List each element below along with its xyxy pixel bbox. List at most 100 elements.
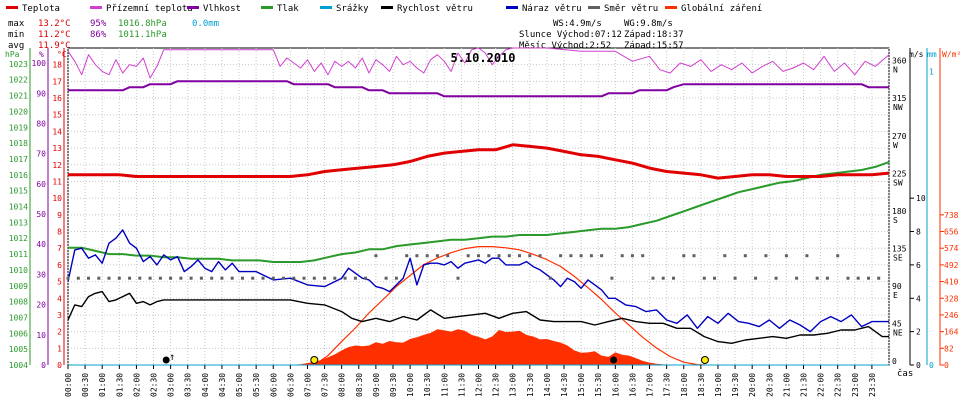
sunrise-marker [310,356,319,364]
wind-direction-point [271,276,275,280]
x-tick-label: 04:00 [201,373,210,397]
wind-direction-point [107,276,111,280]
x-tick-label: 11:30 [457,373,466,397]
y-tick-dir: 135 [892,244,907,253]
y-tick-pct: 50 [36,210,46,219]
x-tick-label: 14:30 [560,373,569,397]
x-tick-label: 06:30 [286,373,295,397]
x-tick-label: 21:00 [782,373,791,397]
y-tick-dir: 90 [892,282,902,291]
y-tick-pct: 10 [36,331,46,340]
legend-label: Rychlost větru [397,4,473,14]
x-tick-label: 16:00 [611,373,620,397]
x-tick-label: 05:30 [252,373,261,397]
astro-info: WS:4.9m/s WG:9.8m/s Slunce Východ:07:12 … [519,19,684,51]
series-radiation-theoretical [313,246,706,366]
axis-header-deg: °C [57,50,67,59]
wind-direction-point [97,276,101,280]
y-tick-mm: 1 [929,67,934,76]
wind-direction-point [405,254,409,258]
y-tick-dir-name: N [893,66,898,75]
stats-block: max 13.2°C 95% 1016.8hPa 0.0mm min 11.2°… [8,19,219,51]
moonrise-arrow: ↑ [169,352,175,363]
legend-label: Globální záření [681,4,762,14]
wind-direction-point [528,254,532,258]
wind-direction-point [323,276,327,280]
y-tick-temp: 1 [57,344,62,353]
legend-swatch [381,6,393,9]
x-tick-label: 21:30 [799,373,808,397]
wind-direction-point [415,254,419,258]
x-tick-label: 23:00 [851,373,860,397]
y-tick-dir: 315 [892,94,907,103]
y-tick-dir-name: NW [893,103,903,112]
y-tick-hpa: 1007 [9,313,28,322]
wind-direction-point [466,254,470,258]
wind-direction-point [220,276,224,280]
wind-direction-point [538,254,542,258]
y-tick-wm2: 410 [944,278,959,287]
wind-direction-point [312,276,316,280]
y-tick-pct: 90 [36,89,46,98]
wind-direction-point [374,254,378,258]
x-tick-label: 09:00 [372,373,381,397]
y-tick-dir: 0 [892,357,897,366]
wind-direction-point [282,276,285,280]
y-tick-temp: 7 [57,244,62,253]
x-tick-label: 22:30 [834,373,843,397]
y-tick-temp: 14 [52,127,62,136]
y-tick-temp: 18 [52,61,62,70]
y-tick-pct: 0 [41,361,46,370]
wind-direction-point [733,276,737,280]
legend-label: Tlak [277,4,299,14]
y-tick-hpa: 1020 [9,107,28,116]
y-tick-pct: 100 [32,59,47,68]
x-axis-label: čas [897,368,913,379]
wind-direction-point [128,276,132,280]
wind-direction-point [394,276,398,280]
wind-direction-point [836,254,840,258]
x-tick-label: 13:30 [526,373,535,397]
legend-swatch [665,6,677,9]
x-tick-label: 02:30 [150,373,159,397]
wind-direction-point [138,276,142,280]
y-tick-temp: 2 [57,328,62,337]
wind-direction-point [569,254,573,258]
x-tick-label: 20:30 [765,373,774,397]
info-sun: Slunce Východ:07:12 [519,30,622,40]
x-tick-label: 19:00 [714,373,723,397]
x-tick-label: 12:00 [475,373,484,397]
y-tick-ms: 6 [916,261,921,270]
y-tick-temp: 5 [57,278,62,287]
stat-avg-label: avg [8,41,24,51]
x-tick-label: 02:00 [132,373,141,397]
wind-direction-point [169,276,173,280]
wind-direction-point [87,276,90,280]
wind-direction-point [446,254,450,258]
wind-direction-point [487,254,491,258]
wind-direction-point [795,276,799,280]
legend-swatch [588,6,600,9]
y-tick-dir: 225 [892,169,907,178]
info-sun-set: Západ:18:37 [624,30,684,40]
wind-direction-point [805,254,809,258]
stat-min-hum: 86% [90,30,107,40]
stat-max-press: 1016.8hPa [118,19,167,29]
x-tick-label: 05:00 [235,373,244,397]
y-tick-pct: 20 [36,301,46,310]
wind-direction-point [477,254,480,258]
y-tick-dir: 270 [892,132,907,141]
x-tick-label: 01:00 [98,373,107,397]
wind-direction-point [333,276,337,280]
x-tick-label: 11:00 [440,373,449,397]
y-tick-wm2: 164 [944,328,959,337]
x-tick-label: 17:30 [663,373,672,397]
sunset-marker [700,356,709,364]
y-tick-ms: 4 [916,294,921,303]
wind-direction-point [199,276,203,280]
y-tick-dir: 45 [892,319,902,328]
legend-label: Přízemní teplota [106,4,193,14]
y-tick-hpa: 1006 [9,329,28,338]
legend-label: Srážky [336,4,369,14]
axis-header-pct: % [39,50,44,59]
